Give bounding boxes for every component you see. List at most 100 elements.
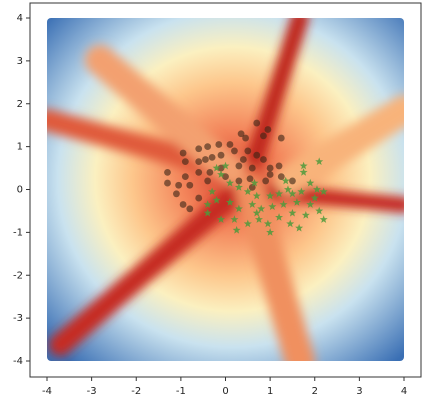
x-tick-label: 2 <box>312 386 318 397</box>
circle-point <box>226 141 234 148</box>
star-point <box>232 226 241 234</box>
star-point <box>203 200 212 208</box>
circle-point <box>195 194 203 202</box>
star-point <box>279 200 288 208</box>
x-tick-label: 3 <box>356 386 362 397</box>
star-point <box>288 208 297 217</box>
x-tick-label: -1 <box>176 386 186 397</box>
circle-point <box>231 147 238 155</box>
star-point <box>299 161 308 170</box>
star-point <box>288 189 297 198</box>
star-point <box>315 206 324 215</box>
circle-point <box>222 173 229 181</box>
x-tick-label: -4 <box>42 386 52 397</box>
circle-point <box>248 183 256 191</box>
star-point <box>217 170 226 178</box>
star-point <box>315 157 324 166</box>
star-point <box>283 185 292 193</box>
circle-point <box>204 143 212 151</box>
y-tick-label: -4 <box>13 356 23 367</box>
star-point <box>225 198 234 206</box>
star-point <box>266 228 275 236</box>
circle-point <box>186 205 194 213</box>
circle-point <box>264 126 272 133</box>
circle-point <box>179 201 187 208</box>
circle-point <box>248 164 256 172</box>
star-point <box>286 219 295 228</box>
star-point <box>250 178 259 187</box>
circle-point <box>208 153 216 161</box>
x-tick-label: 0 <box>222 386 228 397</box>
circle-point <box>215 141 223 148</box>
circle-point <box>164 168 171 176</box>
decision-surface <box>47 18 404 361</box>
y-tick-label: 1 <box>17 142 23 153</box>
circle-point <box>253 119 261 127</box>
circle-point <box>181 158 189 166</box>
y-tick-label: 2 <box>17 99 23 110</box>
star-point <box>310 193 319 202</box>
circle-point <box>246 175 254 183</box>
x-tick-label: -2 <box>131 386 141 397</box>
circle-point <box>242 134 249 142</box>
star-point <box>312 185 321 193</box>
star-point <box>254 215 263 223</box>
circle-point <box>244 147 252 155</box>
circle-point <box>195 158 203 166</box>
y-tick-label: 4 <box>17 13 23 24</box>
star-point <box>212 196 221 204</box>
circle-point <box>289 177 296 185</box>
y-tick-label: 3 <box>17 56 23 67</box>
star-point <box>212 163 221 172</box>
circle-point <box>275 162 283 170</box>
circle-point <box>235 162 243 170</box>
star-point <box>252 208 261 217</box>
circle-point <box>181 173 189 181</box>
circle-point <box>235 177 243 185</box>
star-point <box>263 219 272 228</box>
circle-point <box>260 156 267 163</box>
circle-point <box>217 151 225 159</box>
star-point <box>252 191 261 200</box>
circle-point <box>217 164 225 172</box>
circle-point <box>253 151 261 159</box>
star-point <box>243 219 252 228</box>
circle-point <box>186 181 194 189</box>
star-point <box>319 215 328 223</box>
y-tick-label: -3 <box>13 313 23 324</box>
star-point <box>234 183 243 191</box>
y-tick-label: -2 <box>13 270 23 281</box>
star-point <box>248 200 257 208</box>
circle-point <box>195 145 203 153</box>
star-point <box>275 213 284 221</box>
circle-point <box>173 190 180 198</box>
circle-point <box>202 156 209 163</box>
star-point <box>292 198 301 206</box>
star-point <box>306 178 315 187</box>
star-point <box>268 202 277 211</box>
x-tick-label: 4 <box>401 386 407 397</box>
star-point <box>221 161 230 170</box>
star-point <box>281 176 290 185</box>
circle-point <box>277 134 285 142</box>
circle-point <box>195 168 203 176</box>
y-tick-label: -1 <box>13 227 23 238</box>
circle-point <box>239 156 247 163</box>
star-point <box>257 204 266 213</box>
star-point <box>299 168 308 176</box>
circle-point <box>206 168 214 176</box>
circle-point <box>237 130 245 138</box>
circle-point <box>262 177 270 185</box>
y-tick-label: 0 <box>17 185 23 196</box>
circle-point <box>175 181 183 189</box>
circle-point <box>179 149 187 157</box>
circle-point <box>164 179 171 187</box>
x-tick-label: -3 <box>87 386 97 397</box>
star-point <box>243 187 252 196</box>
star-point <box>230 215 239 223</box>
x-tick-label: 1 <box>267 386 273 397</box>
star-point <box>208 187 217 196</box>
circle-point <box>204 177 212 185</box>
circle-point <box>266 171 274 178</box>
